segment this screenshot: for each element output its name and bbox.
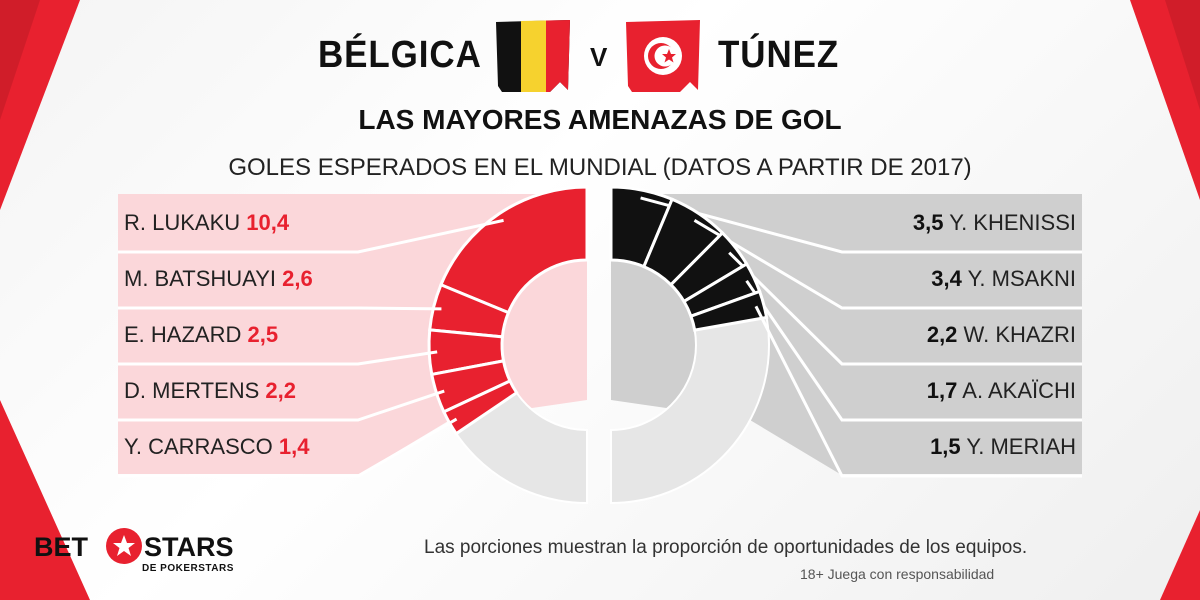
player-expected-goals: 3,5 (912, 210, 944, 235)
tunisia-connector-2 (728, 251, 1082, 366)
team-right-name: TÚNEZ (718, 34, 840, 76)
tunisia-connector-3 (745, 279, 1082, 422)
chart-title: LAS MAYORES AMENAZAS DE GOL (358, 104, 842, 135)
belgium-player-row: E. HAZARD 2,5 (124, 322, 278, 348)
player-expected-goals: 2,6 (282, 266, 313, 291)
responsible-gaming-disclaimer: 18+ Juega con responsabilidad (800, 566, 995, 582)
decor-corner-bottom-left (0, 400, 90, 600)
player-expected-goals: 2,2 (926, 322, 958, 347)
belgium-connector-1 (118, 306, 442, 311)
logo-stars-text: STARS (144, 532, 234, 562)
player-name: E. HAZARD (124, 322, 242, 347)
tunisia-connector-0 (640, 196, 1082, 254)
decor-corner-top-right-dark (1165, 0, 1200, 110)
player-name: Y. CARRASCO (124, 434, 273, 459)
belgium-connector-3 (118, 389, 445, 422)
player-expected-goals: 2,5 (247, 322, 279, 347)
player-name: D. MERTENS (124, 378, 260, 403)
chart-subtitle: GOLES ESPERADOS EN EL MUNDIAL (DATOS A P… (228, 154, 972, 181)
tunisia-slice-4 (689, 289, 769, 332)
tunisia-player-row: 3,4 Y. MSAKNI (931, 266, 1076, 292)
belgium-player-row: M. BATSHUAYI 2,6 (124, 266, 313, 292)
chart-note: Las porciones muestran la proporción de … (424, 537, 1028, 558)
player-name: Y. KHENISSI (949, 210, 1076, 235)
player-name: Y. MSAKNI (967, 266, 1076, 291)
belgium-connector-4 (118, 417, 458, 478)
tunisia-connector-4 (754, 305, 1082, 478)
player-expected-goals: 2,2 (265, 378, 296, 403)
star-icon (106, 528, 142, 564)
belgium-connector-2 (118, 350, 438, 366)
player-expected-goals: 3,4 (931, 266, 962, 291)
tunisia-player-row: 2,2 W. KHAZRI (927, 322, 1076, 348)
belgium-player-row: R. LUKAKU 10,4 (124, 210, 289, 236)
player-expected-goals: 1,7 (926, 378, 958, 403)
player-name: Y. MERIAH (966, 434, 1076, 459)
player-name: A. AKAÏCHI (962, 378, 1076, 403)
belgium-slice-3 (430, 359, 512, 414)
belgium-slice-0 (438, 185, 589, 315)
logo-bet-text: BET (34, 532, 88, 562)
tunisia-player-row: 1,7 A. AKAÏCHI (927, 378, 1076, 404)
tunisia-flag-icon (626, 20, 700, 92)
tunisia-connector-1 (693, 219, 1082, 310)
decor-corner-bottom-right (1160, 510, 1200, 600)
versus-label: V (590, 42, 608, 72)
belgium-slice-1 (428, 282, 511, 339)
belgium-slice-4 (441, 378, 519, 436)
player-name: R. LUKAKU (124, 210, 241, 235)
decor-corner-top-left-dark (0, 0, 40, 120)
tunisia-player-row: 1,5 Y. MERIAH (930, 434, 1076, 460)
team-left-name: BÉLGICA (318, 34, 482, 76)
player-expected-goals: 1,5 (930, 434, 961, 459)
belgium-connector-0 (118, 218, 504, 254)
tunisia-player-row: 3,5 Y. KHENISSI (913, 210, 1076, 236)
betstars-logo: BET STARS DE POKERSTARS (30, 528, 240, 578)
belgium-player-row: Y. CARRASCO 1,4 (124, 434, 309, 460)
logo-subtext: DE POKERSTARS (142, 563, 234, 574)
player-name: W. KHAZRI (963, 322, 1076, 347)
belgium-flag-icon (496, 20, 570, 92)
player-expected-goals: 1,4 (278, 434, 310, 459)
player-expected-goals: 10,4 (246, 210, 290, 235)
match-header: BÉLGICA V TÚNEZ (0, 8, 1200, 92)
player-name: M. BATSHUAYI (124, 266, 276, 291)
belgium-player-row: D. MERTENS 2,2 (124, 378, 296, 404)
